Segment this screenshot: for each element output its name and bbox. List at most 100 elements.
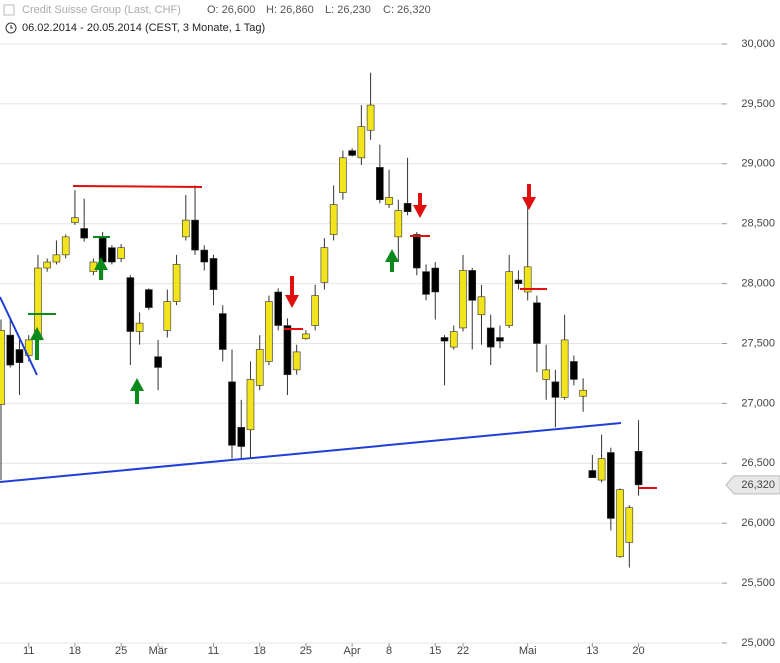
sell-arrow xyxy=(413,193,427,218)
candle-body xyxy=(403,203,412,213)
x-tick-label: 15 xyxy=(429,645,441,657)
candle-body xyxy=(357,126,366,159)
candle-body xyxy=(422,271,430,295)
sell-arrow xyxy=(522,184,536,210)
candle-body xyxy=(265,301,273,362)
candle-body xyxy=(634,451,643,486)
candle-body xyxy=(182,219,190,238)
candle-body xyxy=(237,427,246,447)
x-tick-label: Apr xyxy=(344,645,361,657)
candle-body xyxy=(98,237,107,263)
candle-body xyxy=(339,157,347,193)
candle-body xyxy=(163,301,172,331)
trend-line xyxy=(0,422,622,483)
y-tick-label: 28,000 xyxy=(741,278,775,290)
candle-body xyxy=(0,330,5,405)
trend-line xyxy=(0,296,38,376)
candle-body xyxy=(274,291,283,326)
logo-icon xyxy=(3,4,15,16)
candle-body xyxy=(6,334,15,366)
candle-body xyxy=(311,295,319,326)
candle-body xyxy=(246,379,255,431)
candle-body xyxy=(108,247,116,263)
buy-arrow xyxy=(30,327,44,360)
candle-body xyxy=(523,266,532,293)
candle-body xyxy=(283,325,292,375)
candle-body xyxy=(477,296,486,316)
y-tick-label: 25,000 xyxy=(741,637,775,649)
x-tick-label: 18 xyxy=(254,645,266,657)
candle-body xyxy=(542,369,550,380)
candle-body xyxy=(597,458,606,481)
candle-body xyxy=(135,322,144,332)
ohlc-label: L: 26,230 xyxy=(325,4,371,16)
candle-body xyxy=(145,289,153,308)
buy-arrow xyxy=(130,378,144,404)
candle-body xyxy=(172,264,181,302)
candle-body xyxy=(348,150,356,156)
candle-body xyxy=(126,277,135,332)
chart-subtitle: 06.02.2014 - 20.05.2014 (CEST, 3 Monate,… xyxy=(22,22,265,34)
candle-body xyxy=(154,356,162,368)
last-price-label: 26,320 xyxy=(741,479,775,491)
ohlc-label: O: 26,600 xyxy=(207,4,255,16)
candle-body xyxy=(486,327,495,348)
clock-icon xyxy=(5,22,17,34)
candle-body xyxy=(376,167,384,201)
candle-body xyxy=(560,339,569,398)
sell-arrow xyxy=(285,276,299,308)
candle-body xyxy=(366,104,375,131)
y-tick-label: 25,500 xyxy=(741,577,775,589)
y-tick-label: 28,500 xyxy=(741,218,775,230)
last-price-tag xyxy=(725,475,780,495)
x-tick-label: 13 xyxy=(586,645,598,657)
candle-body xyxy=(191,219,199,251)
x-tick-label: 18 xyxy=(69,645,81,657)
candle-body xyxy=(431,267,440,293)
candle-body xyxy=(412,234,421,269)
plot xyxy=(0,72,643,568)
ohlc-label: C: 26,320 xyxy=(383,4,431,16)
candle-body xyxy=(292,351,301,371)
candle-body xyxy=(440,337,449,342)
candle-body xyxy=(43,261,52,269)
candle-body xyxy=(551,381,560,398)
candle-body xyxy=(579,389,587,397)
candle-body xyxy=(588,470,597,478)
axis: 25,000 25,500 26,000 26,500 27,000 27,500 28,0… xyxy=(23,38,780,657)
x-tick-label: Mai xyxy=(519,645,537,657)
candle-body xyxy=(570,361,578,380)
candle-body xyxy=(496,337,504,342)
candle-body xyxy=(329,204,338,235)
resistance-line xyxy=(72,185,203,188)
candle-body xyxy=(394,210,403,238)
candle-body xyxy=(209,258,218,290)
x-tick-label: 11 xyxy=(23,645,34,657)
candle-body xyxy=(607,452,615,519)
candle-body xyxy=(61,236,70,256)
y-tick-label: 27,500 xyxy=(741,337,775,349)
candle-body xyxy=(218,313,227,350)
y-tick-label: 29,000 xyxy=(741,158,775,170)
candle-body xyxy=(52,254,61,263)
candle-body xyxy=(459,270,467,329)
candle-body xyxy=(15,349,24,363)
candle-body xyxy=(302,333,310,340)
candle-body xyxy=(505,271,514,326)
x-tick-label: 8 xyxy=(386,645,392,657)
clock-hand xyxy=(10,25,13,29)
buy-arrow xyxy=(385,249,399,272)
x-tick-label: 25 xyxy=(115,645,127,657)
x-tick-label: Mär xyxy=(149,645,168,657)
candle-body xyxy=(200,249,209,263)
candle-body xyxy=(514,279,523,284)
candle-body xyxy=(616,489,624,558)
x-tick-label: 22 xyxy=(457,645,469,657)
x-tick-label: 11 xyxy=(208,645,219,657)
annotations xyxy=(0,184,657,489)
candle-body xyxy=(385,197,393,205)
candle-body xyxy=(80,228,88,239)
candle-body xyxy=(320,247,329,283)
x-tick-label: 25 xyxy=(300,645,312,657)
